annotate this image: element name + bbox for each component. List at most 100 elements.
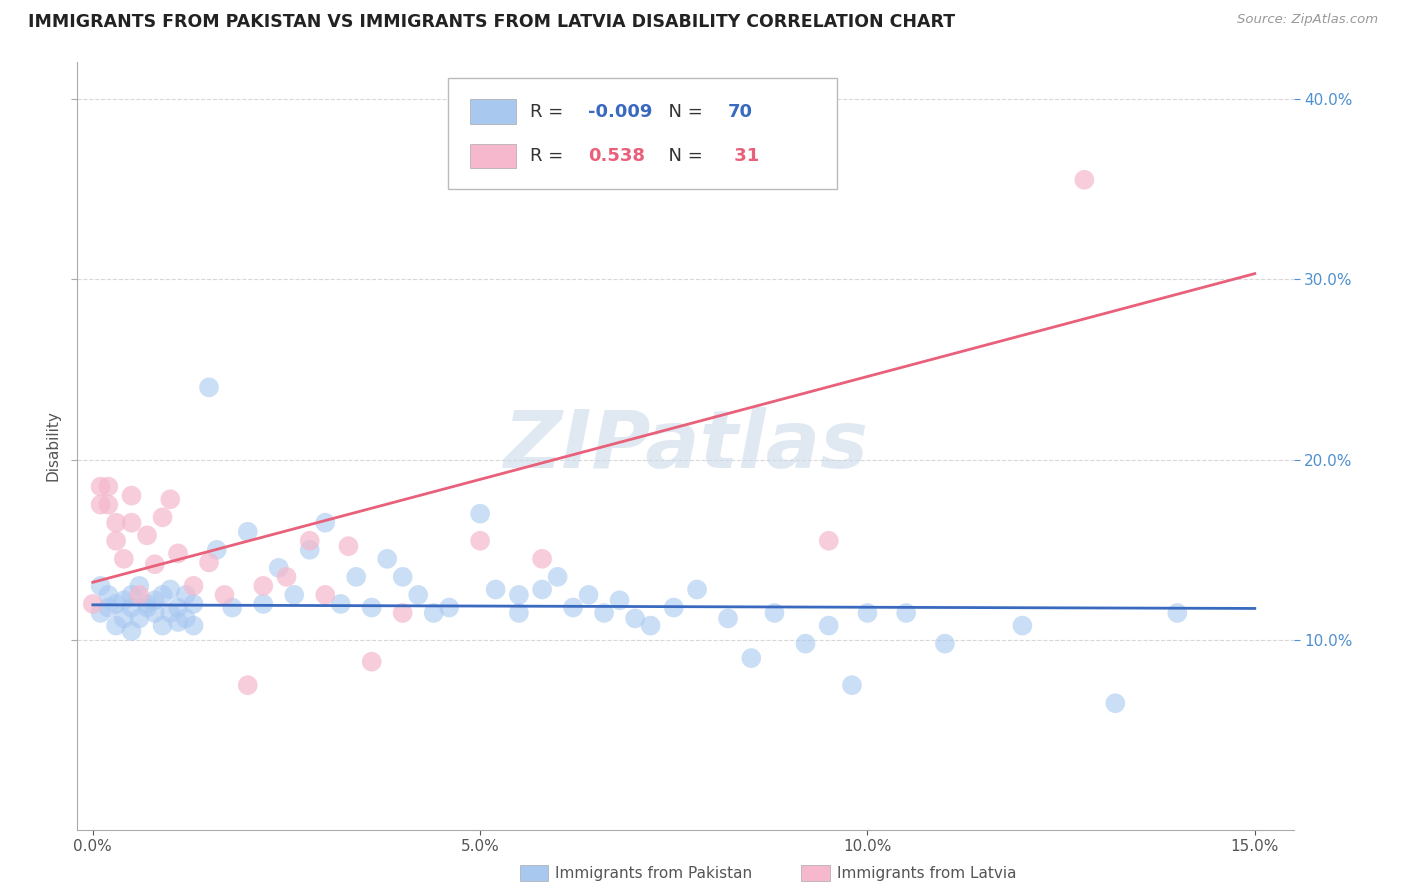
Point: [112, 551, 135, 566]
Text: N =: N =: [658, 103, 709, 120]
Point: [97, 588, 120, 602]
Point: [391, 606, 413, 620]
Point: [236, 678, 259, 692]
Point: [817, 618, 839, 632]
Point: [159, 492, 181, 507]
Text: R =: R =: [530, 147, 575, 165]
Point: [740, 651, 762, 665]
Point: [121, 489, 143, 503]
Point: [128, 588, 150, 602]
Point: [152, 510, 174, 524]
Point: [375, 551, 398, 566]
Point: [794, 637, 817, 651]
Point: [90, 579, 112, 593]
Point: [468, 533, 491, 548]
FancyBboxPatch shape: [449, 78, 838, 189]
Point: [337, 539, 360, 553]
Point: [136, 597, 159, 611]
Point: [183, 618, 205, 632]
Point: [547, 570, 569, 584]
Point: [236, 524, 259, 539]
Point: [934, 637, 956, 651]
Point: [763, 606, 786, 620]
Point: [298, 542, 321, 557]
Point: [360, 655, 382, 669]
Point: [183, 579, 205, 593]
Point: [531, 582, 554, 597]
Point: [152, 588, 174, 602]
Point: [578, 588, 600, 602]
Point: [508, 606, 530, 620]
Point: [128, 579, 150, 593]
Point: [143, 558, 166, 572]
Point: [121, 600, 143, 615]
Point: [609, 593, 631, 607]
FancyBboxPatch shape: [470, 144, 516, 169]
Point: [97, 600, 120, 615]
Point: [167, 615, 190, 629]
Point: [167, 546, 190, 560]
Point: [391, 570, 413, 584]
Text: 31: 31: [728, 147, 759, 165]
Point: [593, 606, 616, 620]
Point: [82, 597, 104, 611]
Point: [406, 588, 429, 602]
Point: [136, 528, 159, 542]
Text: ZIPatlas: ZIPatlas: [503, 407, 868, 485]
Point: [121, 516, 143, 530]
Point: [856, 606, 879, 620]
Point: [344, 570, 367, 584]
Point: [128, 611, 150, 625]
Point: [167, 600, 190, 615]
Point: [252, 579, 274, 593]
Point: [112, 593, 135, 607]
Point: [143, 606, 166, 620]
Point: [159, 606, 181, 620]
Text: R =: R =: [530, 103, 569, 120]
Point: [624, 611, 647, 625]
Point: [90, 606, 112, 620]
Point: [198, 556, 221, 570]
Point: [314, 516, 336, 530]
Point: [508, 588, 530, 602]
FancyBboxPatch shape: [470, 99, 516, 124]
Text: Source: ZipAtlas.com: Source: ZipAtlas.com: [1237, 13, 1378, 27]
Point: [105, 516, 128, 530]
Text: N =: N =: [658, 147, 709, 165]
Point: [143, 593, 166, 607]
Point: [121, 624, 143, 638]
Point: [1166, 606, 1188, 620]
Point: [817, 533, 839, 548]
Point: [276, 570, 298, 584]
Point: [112, 611, 135, 625]
Point: [174, 611, 197, 625]
Point: [1073, 173, 1095, 187]
Point: [183, 597, 205, 611]
Text: -0.009: -0.009: [588, 103, 652, 120]
Point: [105, 618, 128, 632]
Point: [422, 606, 444, 620]
Point: [97, 498, 120, 512]
Point: [221, 600, 243, 615]
Point: [90, 498, 112, 512]
Point: [1104, 696, 1126, 710]
Point: [360, 600, 382, 615]
Point: [841, 678, 863, 692]
Text: 70: 70: [728, 103, 754, 120]
Point: [1011, 618, 1033, 632]
Point: [267, 561, 290, 575]
Point: [562, 600, 585, 615]
Point: [121, 588, 143, 602]
Point: [298, 533, 321, 548]
Y-axis label: Disability: Disability: [45, 410, 60, 482]
Point: [97, 480, 120, 494]
Point: [437, 600, 460, 615]
Point: [640, 618, 662, 632]
Point: [105, 533, 128, 548]
Point: [159, 582, 181, 597]
Point: [662, 600, 685, 615]
Point: [686, 582, 709, 597]
Point: [198, 380, 221, 394]
Point: [205, 542, 228, 557]
Point: [531, 551, 554, 566]
